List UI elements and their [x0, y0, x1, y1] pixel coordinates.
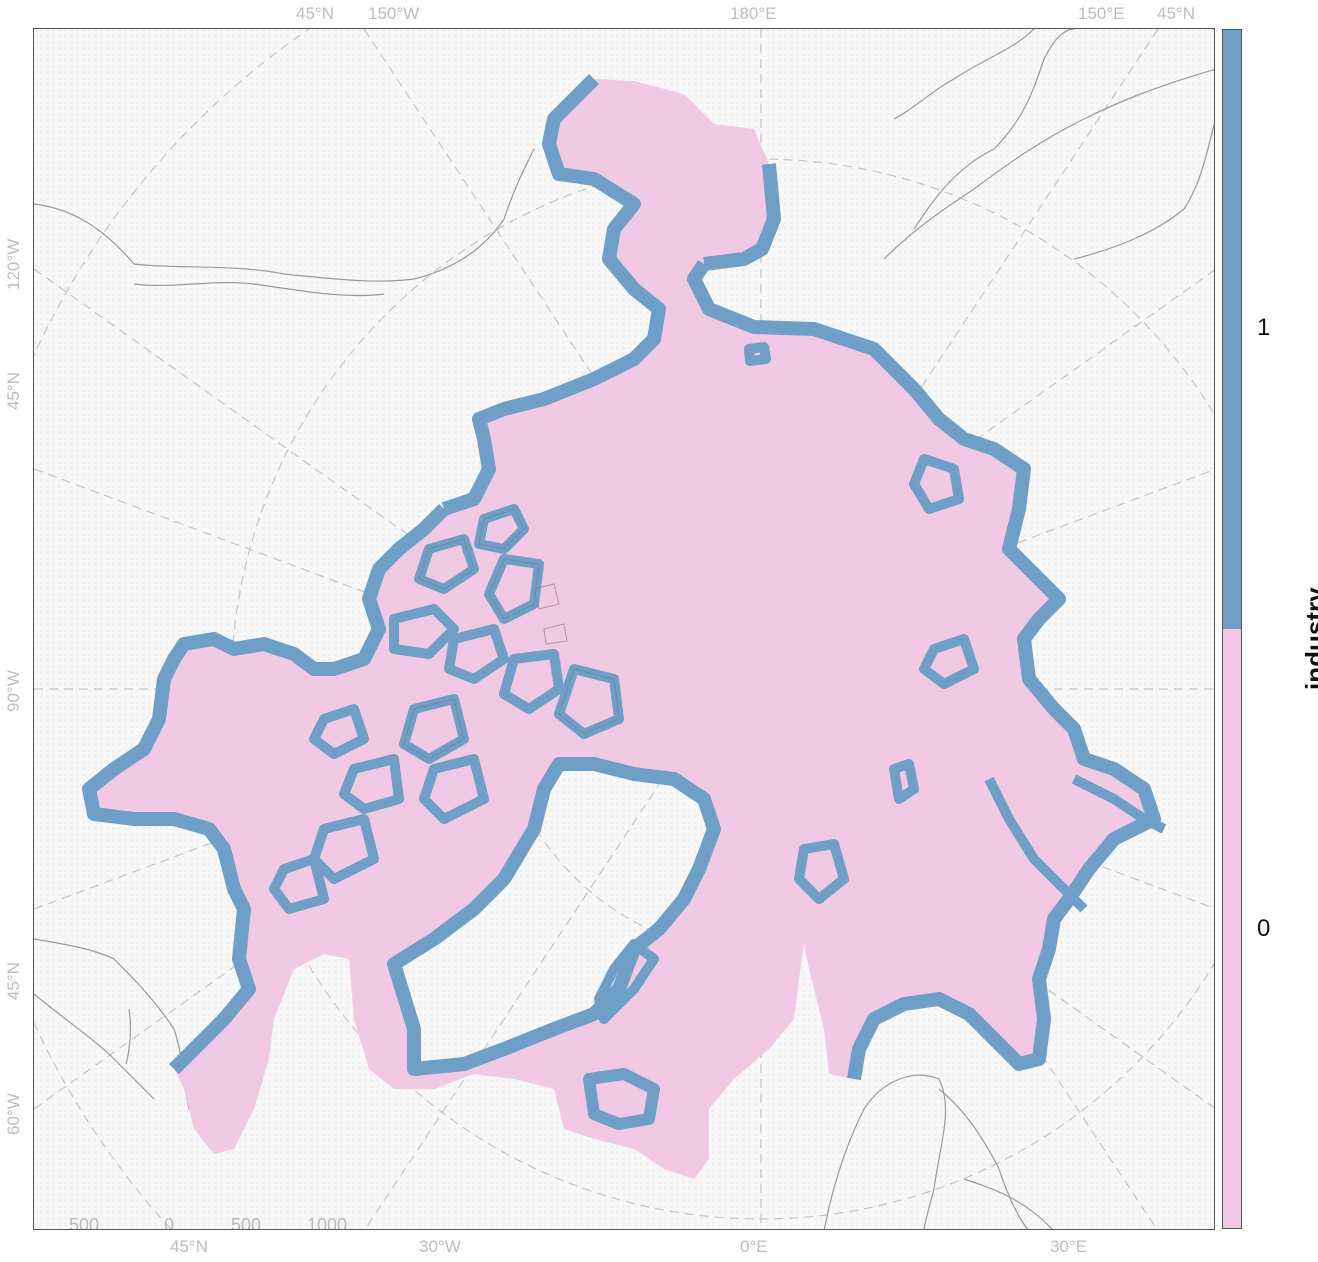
bottom-axis-label: 0°E — [740, 1237, 768, 1256]
industry-0-region — [89, 79, 1154, 1179]
coastlines — [34, 29, 1214, 1229]
left-axis-label: 120°W — [4, 238, 23, 290]
legend-title: industry — [1300, 587, 1318, 690]
island-coastlines — [403, 508, 620, 760]
legend-value-1: 1 — [1257, 314, 1271, 341]
top-axis-label: 150°W — [368, 4, 420, 23]
bottom-axis-label: 45°N — [170, 1237, 208, 1256]
legend-swatch-1 — [1223, 30, 1241, 629]
top-axis-label: 150°E — [1078, 4, 1125, 23]
scale-tick-label: 0 — [164, 1215, 175, 1230]
top-axis-label: 180°E — [730, 4, 777, 23]
arctic-map — [34, 29, 1214, 1229]
left-axis-label: 90°W — [4, 670, 23, 712]
legend-colorbar — [1222, 29, 1242, 1229]
scale-bar: 500 0 500 1000 km — [69, 1215, 369, 1230]
bottom-axis-label: 30°W — [419, 1237, 461, 1256]
map-panel: 500 0 500 1000 km — [33, 28, 1215, 1230]
left-axis-label: 45°N — [4, 962, 23, 1000]
scale-tick-label: 500 — [69, 1215, 100, 1230]
bottom-axis-label: 30°E — [1050, 1237, 1088, 1256]
scale-tick-label: 500 — [231, 1215, 262, 1230]
legend-swatch-0 — [1223, 629, 1241, 1228]
legend-value-0: 0 — [1257, 915, 1271, 942]
left-axis-label: 60°W — [4, 1093, 23, 1135]
scale-tick-label: 1000 — [307, 1215, 348, 1230]
top-axis-label: 45°N — [296, 4, 334, 23]
top-axis-label: 45°N — [1157, 4, 1195, 23]
left-axis-label: 45°N — [4, 372, 23, 410]
